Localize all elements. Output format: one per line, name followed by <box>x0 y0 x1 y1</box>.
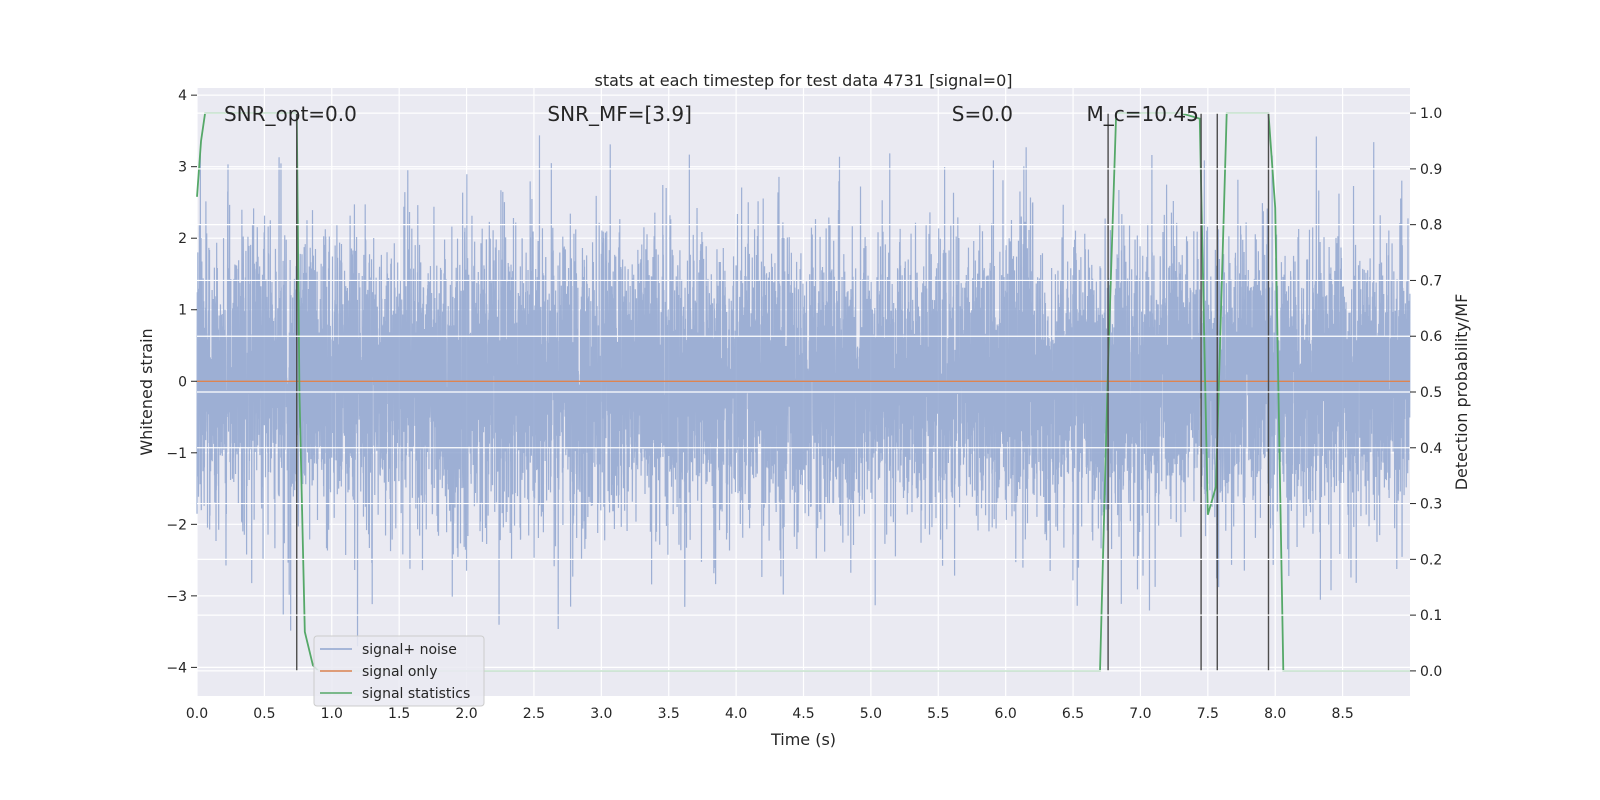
annotation-snr-opt: SNR_opt=0.0 <box>224 102 357 126</box>
x-tick-label: 6.0 <box>995 706 1017 722</box>
x-tick-label: 3.0 <box>590 706 612 722</box>
x-tick-label: 7.5 <box>1197 706 1219 722</box>
right-axis-gridlines <box>197 112 1410 672</box>
x-tick-label: 4.0 <box>725 706 747 722</box>
x-tick-label: 8.5 <box>1331 706 1353 722</box>
right-axis-label: Detection probability/MF <box>1452 294 1471 491</box>
x-tick-label: 7.0 <box>1129 706 1151 722</box>
legend-box <box>313 635 485 707</box>
right-tick-label: 1.0 <box>1420 106 1442 122</box>
x-axis-ticks: 0.0 0.5 1.0 1.5 2.0 2.5 3.0 3.5 4.0 4.5 5.0 5.5 6.0 6… <box>186 706 1354 722</box>
y-axis-ticks: 4 3 2 1 0 −1 −2 −3 −4 <box>166 88 197 676</box>
x-tick-label: 1.5 <box>388 706 410 722</box>
annotation-snr-mf: SNR_MF=[3.9] <box>547 102 691 126</box>
right-axis-ticks: 1.0 0.9 0.8 0.7 0.6 0.5 0.4 0.3 0.2 0.1 0.0 <box>1410 106 1442 680</box>
right-tick-label: 0.8 <box>1420 218 1442 234</box>
y-axis-label: Whitened strain <box>137 328 156 455</box>
right-tick-label: 0.9 <box>1420 162 1442 178</box>
y-tick-label: 2 <box>178 231 187 247</box>
right-tick-label: 0.0 <box>1420 664 1442 680</box>
annotations: SNR_opt=0.0 SNR_MF=[3.9] S=0.0 M_c=10.45 <box>224 102 1199 126</box>
x-tick-label: 2.0 <box>455 706 477 722</box>
right-tick-label: 0.2 <box>1420 552 1442 568</box>
right-tick-label: 0.6 <box>1420 329 1442 345</box>
x-tick-label: 6.5 <box>1062 706 1084 722</box>
legend-label-signal-only: signal only <box>362 664 437 680</box>
x-tick-label: 3.5 <box>658 706 680 722</box>
y-tick-label: 0 <box>178 374 187 390</box>
y-tick-label: 1 <box>178 303 187 319</box>
signal-noise-series <box>196 135 1411 647</box>
right-tick-label: 0.5 <box>1420 385 1442 401</box>
x-tick-label: 5.0 <box>860 706 882 722</box>
legend-label-signal-statistics: signal statistics <box>362 686 470 702</box>
right-tick-label: 0.1 <box>1420 608 1442 624</box>
x-tick-label: 0.0 <box>186 706 208 722</box>
legend-label-signal-noise: signal+ noise <box>362 642 457 658</box>
annotation-s: S=0.0 <box>952 102 1013 126</box>
x-tick-label: 0.5 <box>253 706 275 722</box>
annotation-mc: M_c=10.45 <box>1087 102 1199 126</box>
right-tick-label: 0.3 <box>1420 497 1442 513</box>
y-tick-label: −3 <box>166 589 187 605</box>
right-tick-label: 0.7 <box>1420 273 1442 289</box>
y-tick-label: 3 <box>178 160 187 176</box>
x-tick-label: 1.0 <box>321 706 343 722</box>
y-tick-label: −1 <box>166 446 187 462</box>
x-tick-label: 2.5 <box>523 706 545 722</box>
right-tick-label: 0.4 <box>1420 441 1442 457</box>
chart-title: stats at each timestep for test data 473… <box>594 71 1012 90</box>
x-tick-label: 5.5 <box>927 706 949 722</box>
signal-noise-line <box>196 135 1411 647</box>
y-tick-label: −2 <box>166 517 187 533</box>
x-tick-label: 8.0 <box>1264 706 1286 722</box>
legend: signal+ noise signal only signal statist… <box>313 635 485 707</box>
x-axis-label: Time (s) <box>770 730 836 749</box>
y-tick-label: 4 <box>178 88 187 104</box>
x-tick-label: 4.5 <box>792 706 814 722</box>
y-tick-label: −4 <box>166 660 187 676</box>
